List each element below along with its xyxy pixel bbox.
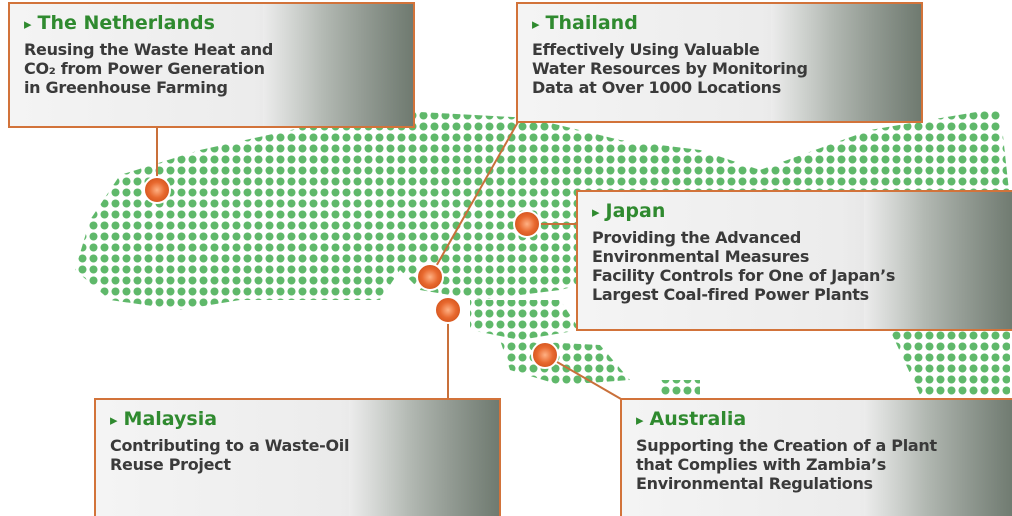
description-line: Supporting the Creation of a Plant <box>636 436 1012 455</box>
description-line: Facility Controls for One of Japan’s <box>592 266 1012 285</box>
description-line: that Complies with Zambia’s <box>636 455 1012 474</box>
map-infographic: The Netherlands Reusing the Waste Heat an… <box>0 0 1012 516</box>
description-line: Environmental Regulations <box>636 474 1012 493</box>
callout: Malaysia Contributing to a Waste-OilReuse… <box>94 398 501 516</box>
description-line: Effectively Using Valuable <box>532 40 921 59</box>
description-line: Reusing the Waste Heat and <box>24 40 413 59</box>
description-line: Reuse Project <box>110 455 499 474</box>
description-line: in Greenhouse Farming <box>24 78 413 97</box>
description-line: CO₂ from Power Generation <box>24 59 413 78</box>
country-title: The Netherlands <box>24 12 413 34</box>
callout: Japan Providing the AdvancedEnvironmental… <box>576 190 1012 331</box>
description-line: Contributing to a Waste-Oil <box>110 436 499 455</box>
callout: Thailand Effectively Using ValuableWater … <box>516 2 923 123</box>
callout: The Netherlands Reusing the Waste Heat an… <box>8 2 415 128</box>
description-line: Largest Coal-fired Power Plants <box>592 285 1012 304</box>
country-title: Australia <box>636 408 1012 430</box>
country-title: Japan <box>592 200 1012 222</box>
description-line: Providing the Advanced <box>592 228 1012 247</box>
description-line: Water Resources by Monitoring <box>532 59 921 78</box>
callout: Australia Supporting the Creation of a Pl… <box>620 398 1012 516</box>
description-line: Data at Over 1000 Locations <box>532 78 921 97</box>
country-title: Malaysia <box>110 408 499 430</box>
description-line: Environmental Measures <box>592 247 1012 266</box>
country-title: Thailand <box>532 12 921 34</box>
